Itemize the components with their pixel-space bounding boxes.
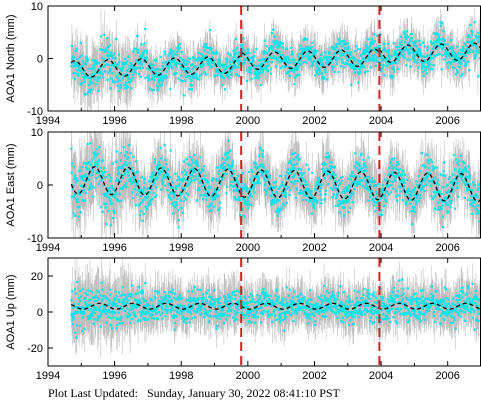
chart-panel-2: 1994 1996 1998 2000 2002 2004 2006 -10 0 10 AOA1 E… [5, 127, 481, 254]
y-tick-label: -10 [27, 233, 43, 245]
x-tick-label: 2000 [236, 115, 260, 127]
x-tick-label: 1994 [36, 115, 60, 127]
model-curve [70, 42, 481, 78]
x-tick-label: 2006 [435, 370, 459, 382]
x-tick-label: 2006 [435, 242, 459, 254]
plot-area [70, 8, 481, 111]
x-tick-label: 2004 [369, 370, 393, 382]
data-points [70, 21, 481, 97]
x-tick-label: 1994 [36, 370, 60, 382]
chart-panel-3: 1994 1996 1998 2000 2002 2004 2006 -20 0 20 AOA1 U… [5, 257, 481, 382]
y-tick-label: 0 [37, 307, 43, 319]
x-tick-label: 2000 [236, 242, 260, 254]
x-tick-label: 2002 [302, 242, 326, 254]
y-axis-label: AOA1 East (mm) [5, 143, 17, 226]
y-tick-label: 10 [31, 127, 43, 139]
x-tick-label: 2000 [236, 370, 260, 382]
y-axis-label: AOA1 Up (mm) [5, 274, 17, 349]
plot-area [70, 132, 481, 238]
x-tick-label: 1996 [102, 370, 126, 382]
chart-panel-1: 1994 1996 1998 2000 2002 2004 2006 -10 0 10 AOA1 N… [5, 1, 481, 127]
y-tick-label: 0 [37, 180, 43, 192]
x-tick-label: 2004 [369, 115, 393, 127]
y-tick-label: 0 [37, 54, 43, 66]
x-tick-label: 1994 [36, 242, 60, 254]
y-tick-label: 10 [31, 1, 43, 13]
plot-updated-footer: Plot Last Updated: Sunday, January 30, 2… [48, 386, 340, 401]
x-tick-label: 1998 [169, 242, 193, 254]
model-curve [70, 302, 481, 310]
footer-label: Plot Last Updated: [48, 386, 138, 400]
data-points [70, 139, 481, 229]
x-tick-label: 2004 [369, 242, 393, 254]
data-points [70, 278, 481, 339]
x-tick-label: 2002 [302, 370, 326, 382]
y-tick-label: 20 [31, 271, 43, 283]
plot-area [70, 258, 481, 358]
y-axis-label: AOA1 North (mm) [5, 14, 17, 102]
footer-timestamp: Sunday, January 30, 2022 08:41:10 PST [147, 386, 340, 400]
x-tick-label: 1996 [102, 115, 126, 127]
y-tick-label: -10 [27, 106, 43, 118]
x-tick-label: 2006 [435, 115, 459, 127]
x-tick-label: 1998 [169, 115, 193, 127]
y-tick-label: -20 [27, 343, 43, 355]
model-curve [70, 166, 481, 203]
x-tick-label: 1998 [169, 370, 193, 382]
x-tick-label: 2002 [302, 115, 326, 127]
x-tick-label: 1996 [102, 242, 126, 254]
